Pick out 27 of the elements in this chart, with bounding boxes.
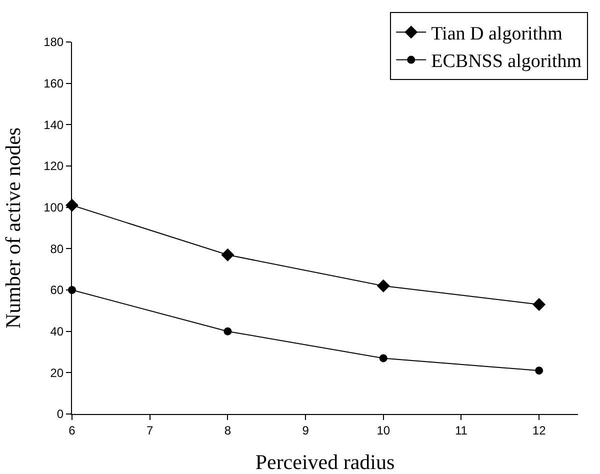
x-tick-label: 9 — [302, 423, 310, 438]
y-tick-label: 120 — [44, 159, 64, 174]
y-axis-title: Number of active nodes — [1, 127, 25, 329]
legend-label: ECBNSS algorithm — [431, 51, 582, 72]
point — [535, 366, 544, 375]
y-tick-label: 60 — [50, 283, 64, 298]
point — [532, 298, 546, 311]
x-tick-label: 6 — [68, 423, 76, 438]
y-tick-label: 40 — [50, 324, 64, 339]
y-tick-label: 100 — [44, 200, 64, 215]
y-tick-label: 80 — [50, 242, 64, 256]
y-tick-label: 160 — [44, 76, 64, 91]
point — [224, 327, 232, 336]
x-tick-label: 12 — [532, 423, 546, 438]
y-tick-label: 0 — [56, 407, 64, 422]
x-tick-label: 8 — [224, 423, 232, 438]
y-tick-label: 180 — [44, 35, 64, 50]
x-tick-label: 7 — [146, 423, 154, 438]
point — [376, 279, 390, 292]
x-tick-label: 10 — [376, 423, 390, 438]
point — [221, 248, 234, 262]
x-tick-label: 11 — [454, 423, 468, 438]
legend-label: Tian D algorithm — [431, 24, 563, 44]
y-tick-label: 20 — [50, 366, 64, 380]
point — [379, 354, 388, 362]
x-axis-title: Perceived radius — [255, 450, 395, 474]
y-tick-label: 140 — [44, 118, 64, 132]
